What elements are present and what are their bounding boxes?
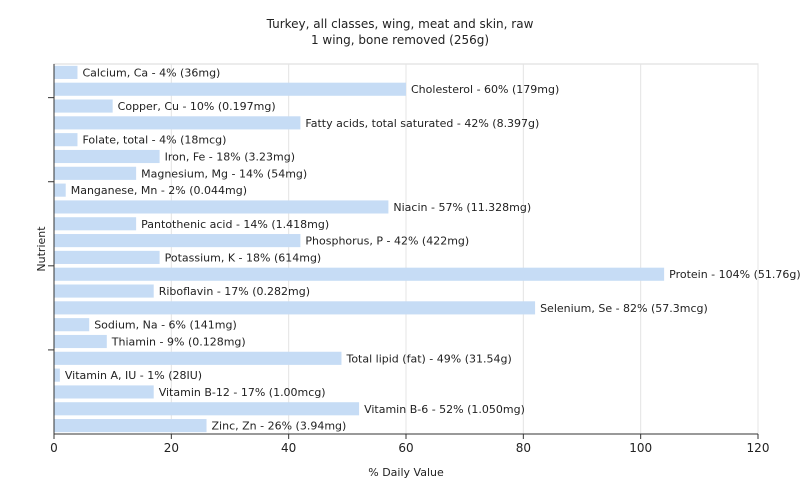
bar bbox=[54, 267, 665, 281]
bar-label: Copper, Cu - 10% (0.197mg) bbox=[118, 100, 276, 113]
bar bbox=[54, 82, 406, 96]
bar-label: Manganese, Mn - 2% (0.044mg) bbox=[71, 184, 247, 197]
x-tick-label: 40 bbox=[281, 441, 296, 455]
bar-label: Thiamin - 9% (0.128mg) bbox=[111, 336, 246, 349]
x-tick-label: 20 bbox=[164, 441, 179, 455]
y-axis-label: Nutrient bbox=[35, 226, 48, 272]
bar bbox=[54, 234, 301, 248]
bar bbox=[54, 183, 66, 197]
bar-label: Calcium, Ca - 4% (36mg) bbox=[82, 66, 220, 79]
bar-label: Cholesterol - 60% (179mg) bbox=[411, 83, 559, 96]
bar-label: Fatty acids, total saturated - 42% (8.39… bbox=[305, 117, 539, 130]
bar-label: Total lipid (fat) - 49% (31.54g) bbox=[345, 352, 511, 365]
x-tick-label: 100 bbox=[629, 441, 652, 455]
bar-label: Niacin - 57% (11.328mg) bbox=[393, 201, 531, 214]
bar-label: Riboflavin - 17% (0.282mg) bbox=[159, 285, 310, 298]
bar bbox=[54, 250, 160, 264]
bar bbox=[54, 133, 78, 147]
bar bbox=[54, 149, 160, 164]
bar-label: Sodium, Na - 6% (141mg) bbox=[94, 319, 237, 332]
bar-label: Vitamin B-12 - 17% (1.00mcg) bbox=[159, 386, 326, 399]
bar bbox=[54, 284, 154, 298]
bar-label: Vitamin A, IU - 1% (28IU) bbox=[65, 369, 202, 382]
bar bbox=[54, 351, 342, 365]
x-tick-label: 0 bbox=[50, 441, 58, 455]
x-tick-label: 80 bbox=[516, 441, 531, 455]
bar bbox=[54, 368, 60, 382]
bar-label: Magnesium, Mg - 14% (54mg) bbox=[141, 167, 307, 180]
bar bbox=[54, 301, 536, 315]
bar-label: Zinc, Zn - 26% (3.94mg) bbox=[212, 420, 347, 433]
x-tick-label: 60 bbox=[398, 441, 413, 455]
bar-label: Potassium, K - 18% (614mg) bbox=[165, 251, 322, 264]
bar bbox=[54, 402, 360, 416]
bar bbox=[54, 166, 137, 180]
bar-label: Pantothenic acid - 14% (1.418mg) bbox=[141, 218, 329, 231]
bar-label: Phosphorus, P - 42% (422mg) bbox=[305, 235, 469, 248]
bar bbox=[54, 385, 154, 399]
bar bbox=[54, 116, 301, 130]
bar bbox=[54, 65, 78, 79]
bar bbox=[54, 318, 90, 332]
bar-label: Protein - 104% (51.76g) bbox=[669, 268, 800, 281]
bar bbox=[54, 419, 207, 433]
bar bbox=[54, 217, 137, 231]
x-axis-label: % Daily Value bbox=[368, 466, 444, 479]
bar bbox=[54, 99, 113, 113]
bar-label: Vitamin B-6 - 52% (1.050mg) bbox=[364, 403, 525, 416]
bar-label: Selenium, Se - 82% (57.3mcg) bbox=[540, 302, 708, 315]
chart-title: Turkey, all classes, wing, meat and skin… bbox=[266, 17, 534, 31]
bar bbox=[54, 334, 107, 349]
x-tick-label: 120 bbox=[747, 441, 770, 455]
bar-label: Iron, Fe - 18% (3.23mg) bbox=[165, 151, 295, 164]
bar-label: Folate, total - 4% (18mcg) bbox=[82, 134, 226, 147]
chart-subtitle: 1 wing, bone removed (256g) bbox=[310, 33, 490, 47]
bar bbox=[54, 200, 389, 214]
